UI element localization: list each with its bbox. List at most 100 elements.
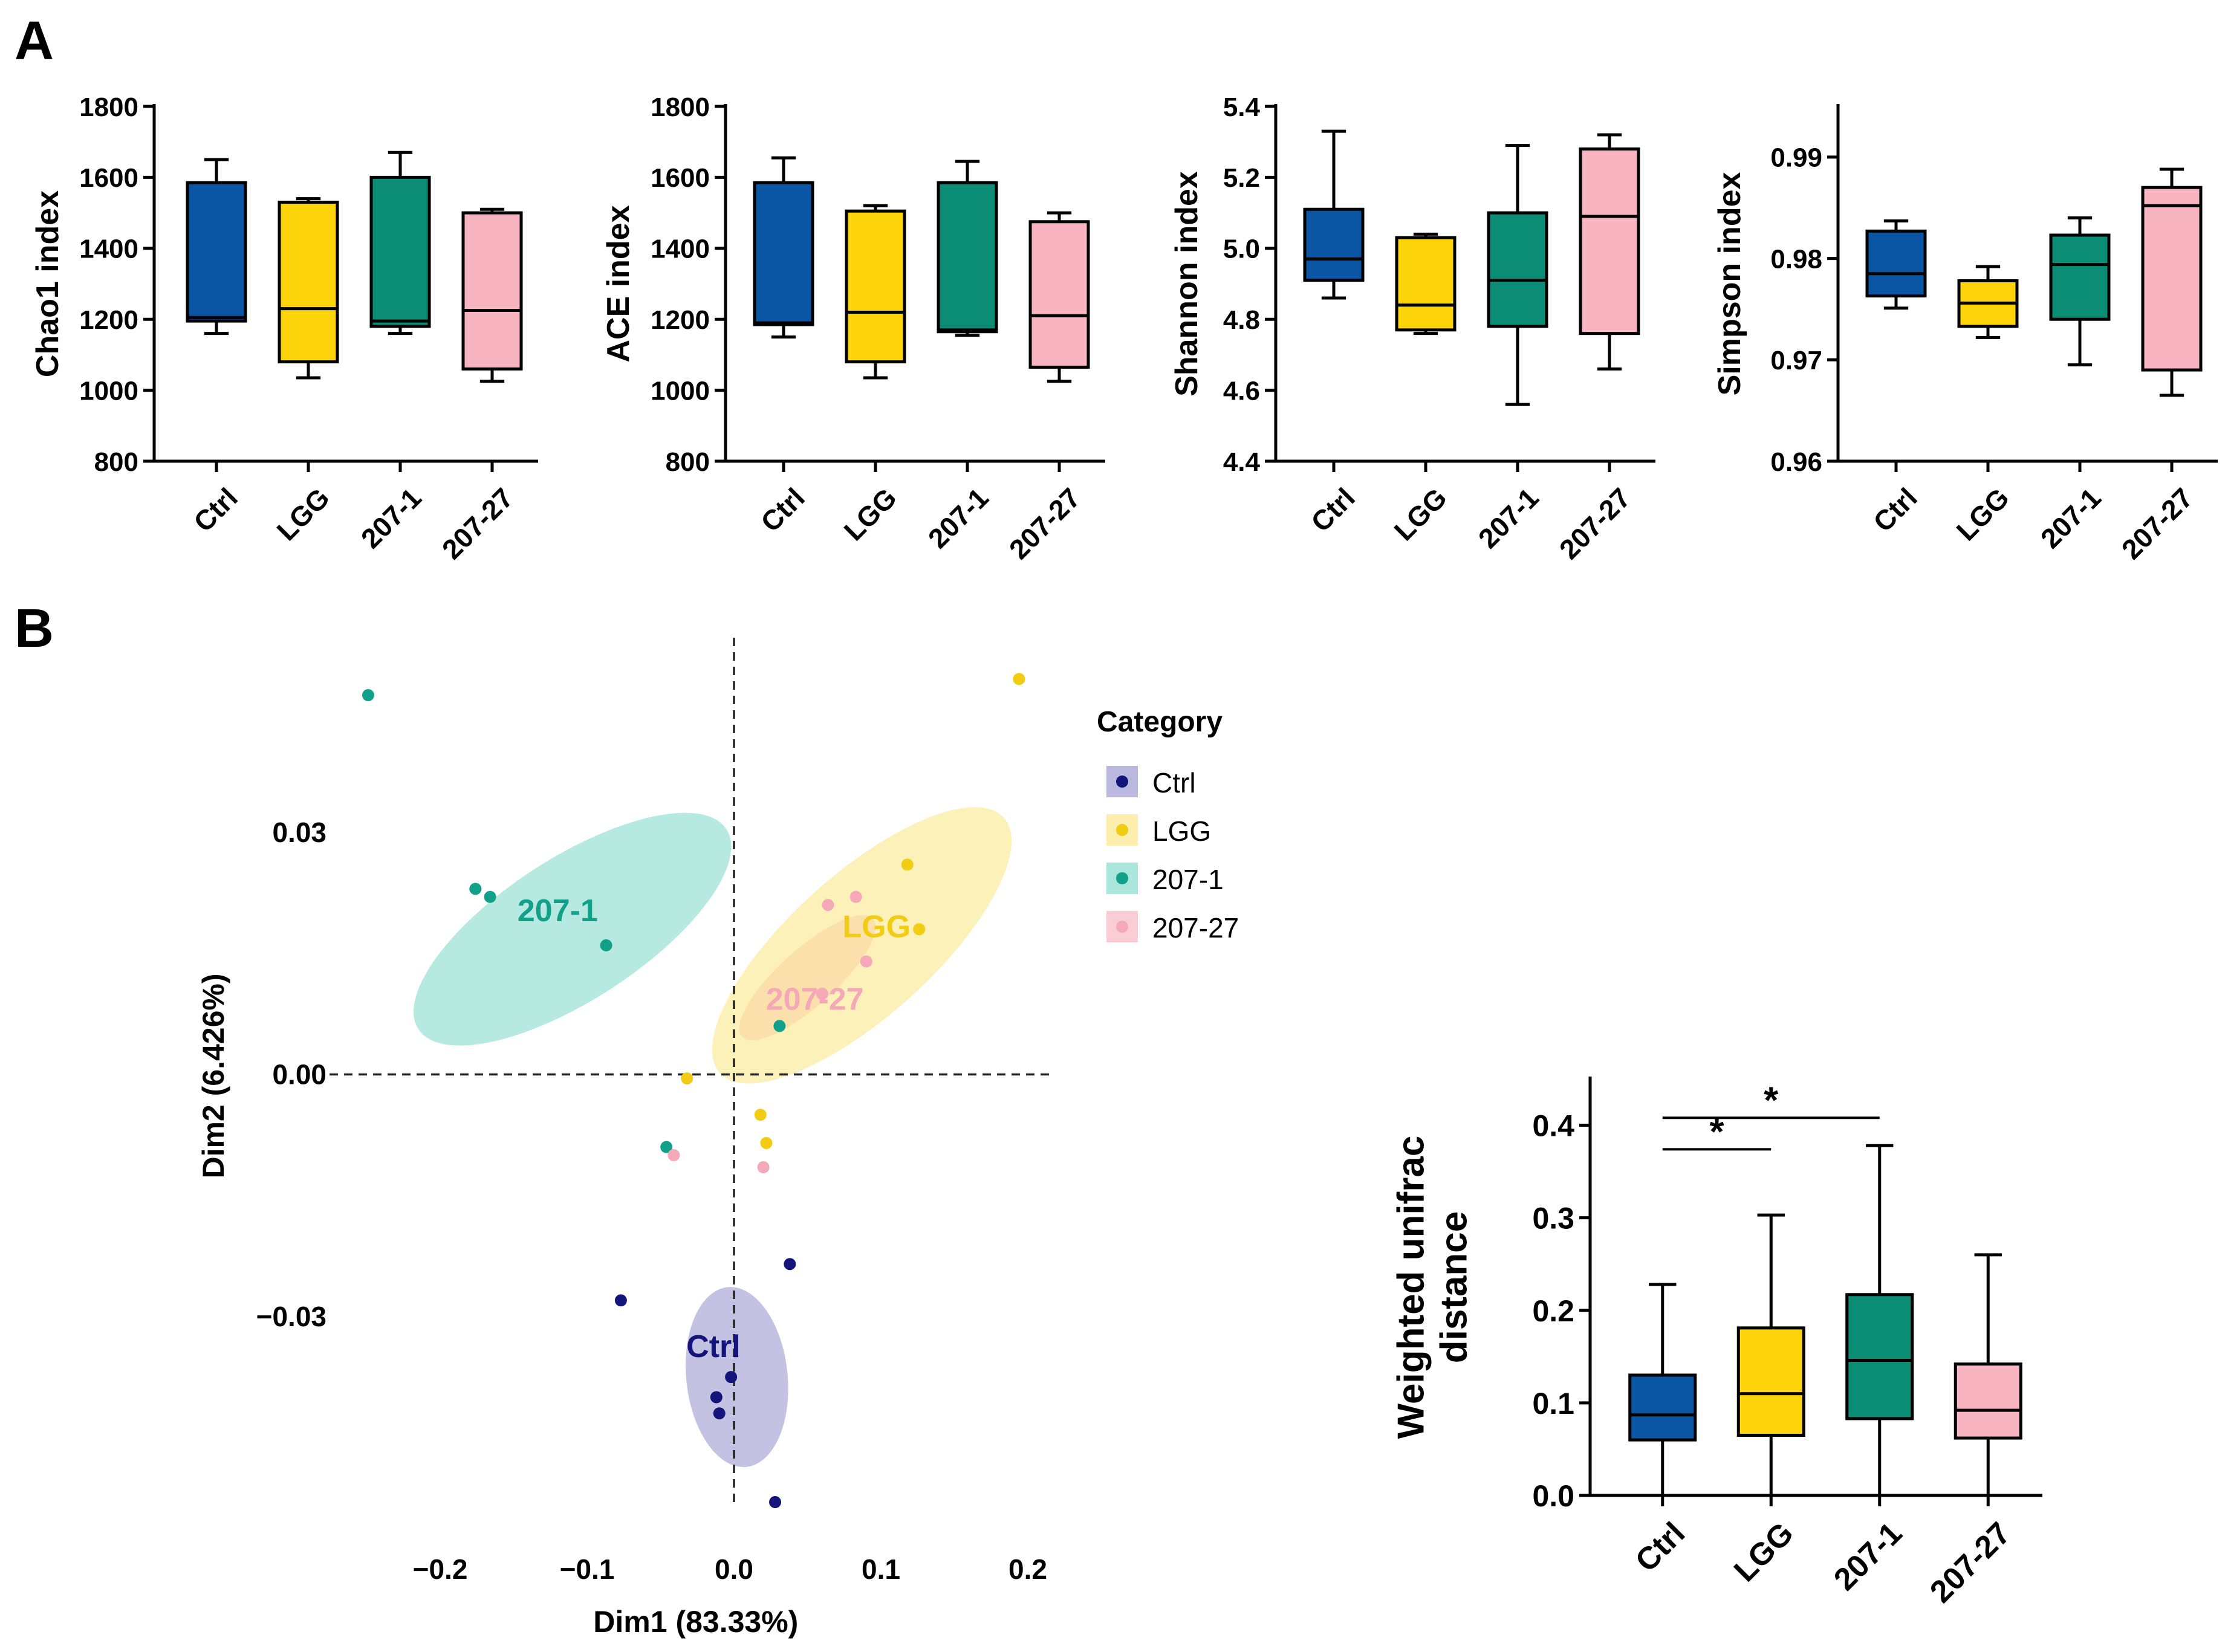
y-tick-label: 5.0 [1223,235,1260,264]
x-tick-label: 207-27 [1003,482,1086,565]
y-tick-label: 1600 [79,163,138,193]
group-label-207-1: 207-1 [518,893,598,928]
point-Ctrl [784,1258,796,1271]
point-LGG [681,1072,693,1085]
y-tick-label: 0.2 [1532,1294,1574,1328]
point-LGG [760,1136,773,1149]
y-tick-label: 0.00 [272,1059,326,1090]
point-207-27 [822,899,834,912]
y-tick-label: 0.97 [1770,346,1822,375]
point-Ctrl [769,1496,782,1509]
x-tick-label: 207-1 [1827,1515,1909,1597]
y-tick-label: 0.98 [1770,244,1822,274]
point-207-1 [469,883,482,895]
legend-marker [1116,872,1128,884]
x-tick-label: 207-27 [436,482,519,565]
group-label-207-27: 207-27 [766,982,864,1017]
group-label-LGG: LGG [842,910,911,945]
y-tick-label: 0.03 [272,817,326,848]
box-207-1 [1487,211,1548,328]
box-LGG [1736,1326,1805,1437]
x-tick-label: LGG [1388,482,1453,546]
x-tick-label: Ctrl [187,482,244,538]
y-tick-label: 1200 [651,305,710,335]
box-207-27 [1579,147,1640,335]
point-Ctrl [614,1294,627,1307]
box-207-1 [369,175,431,328]
y-axis-title: Shannon index [1169,171,1204,397]
y-tick-label: 4.4 [1223,447,1261,477]
y-tick-label: 0.96 [1770,447,1822,477]
y-tick-label: −0.03 [256,1301,326,1332]
y-tick-label: 4.8 [1223,305,1260,335]
y-tick-label: 1600 [651,163,710,193]
y-tick-label: 5.2 [1223,163,1260,193]
confidence-ellipse-207-1 [414,812,732,1046]
x-tick-label: 207-1 [355,482,427,554]
box-Ctrl [753,181,814,326]
box-Ctrl [1865,229,1927,298]
point-207-27 [860,955,872,968]
y-axis-title: distance [1434,1211,1475,1364]
box-chart-unifrac: 0.0 0.1 0.2 0.3 0.4 Weighted unifrac distance C… [1390,1077,2042,1610]
y-tick-label: 4.6 [1223,376,1260,406]
x-tick-label: LGG [1727,1515,1801,1589]
point-207-1 [362,689,374,702]
point-Ctrl [713,1407,726,1420]
box-LGG [845,209,906,364]
legend-title: Category [1097,706,1223,738]
panel-label-b: B [15,598,54,659]
confidence-ellipse-LGG [712,807,1012,1084]
y-tick-label: 0.99 [1770,143,1822,173]
box-chart-chao1: 800 1000 1200 1400 1600 1800 Chao1 index Ctrl LG… [30,92,538,565]
pcoa-panel: 207-1 207-27 LGG Ctrl −0.2 −0.1 0.0 0.1 0.2 −0.03… [196,638,1239,1639]
legend-marker [1116,824,1128,836]
box-207-1 [937,181,998,334]
point-207-27 [667,1149,680,1161]
point-LGG [913,923,926,936]
box-207-27 [1028,220,1090,369]
y-tick-label: 1000 [79,376,138,406]
box-207-27 [1954,1362,2022,1440]
x-tick-label: 0.0 [715,1553,753,1585]
y-tick-label: 1800 [651,92,710,122]
x-tick-label: LGG [271,482,336,546]
point-Ctrl [710,1391,723,1404]
box-207-1 [1845,1293,1914,1420]
box-Ctrl [186,181,247,323]
box-plot-panels: 800 1000 1200 1400 1600 1800 Chao1 index Ctrl LG… [30,92,2218,1610]
y-tick-label: 1400 [651,235,710,264]
x-tick-label: 207-27 [2116,482,2199,565]
x-tick-label: −0.2 [413,1553,468,1585]
point-LGG [754,1109,767,1121]
box-LGG [278,200,339,364]
y-axis-title: Chao1 index [30,190,65,377]
y-tick-label: 1000 [651,376,710,406]
group-label-Ctrl: Ctrl [686,1329,741,1364]
box-chart-shannon: 4.4 4.6 4.8 5.0 5.2 5.4 Shannon index Ctrl LGG 20… [1169,92,1655,565]
legend-label: Ctrl [1152,767,1196,798]
x-tick-label: LGG [838,482,903,546]
y-tick-label: 1200 [79,305,138,335]
box-LGG [1395,236,1457,332]
point-207-1 [660,1141,673,1153]
point-LGG [1013,673,1025,685]
y-tick-label: 0.3 [1532,1202,1574,1236]
x-tick-label: Ctrl [755,482,811,538]
legend-label: LGG [1152,815,1211,847]
legend-label: 207-27 [1152,912,1239,944]
x-tick-label: 207-27 [1923,1515,2018,1610]
x-tick-label: LGG [1950,482,2015,546]
point-207-1 [484,890,496,903]
legend: Category Ctrl LGG 207-1 207-27 [1097,706,1239,944]
x-axis-title: Dim1 (83.33%) [593,1605,798,1639]
y-axis-title: ACE index [601,205,636,362]
panel-label-a: A [15,11,54,71]
legend-marker [1116,921,1128,933]
point-207-27 [757,1161,770,1174]
y-tick-label: 0.4 [1532,1109,1574,1143]
y-tick-label: 0.0 [1532,1479,1574,1513]
y-tick-label: 1800 [79,92,138,122]
box-Ctrl [1303,207,1365,282]
y-axis-title: Dim2 (6.426%) [196,973,230,1178]
